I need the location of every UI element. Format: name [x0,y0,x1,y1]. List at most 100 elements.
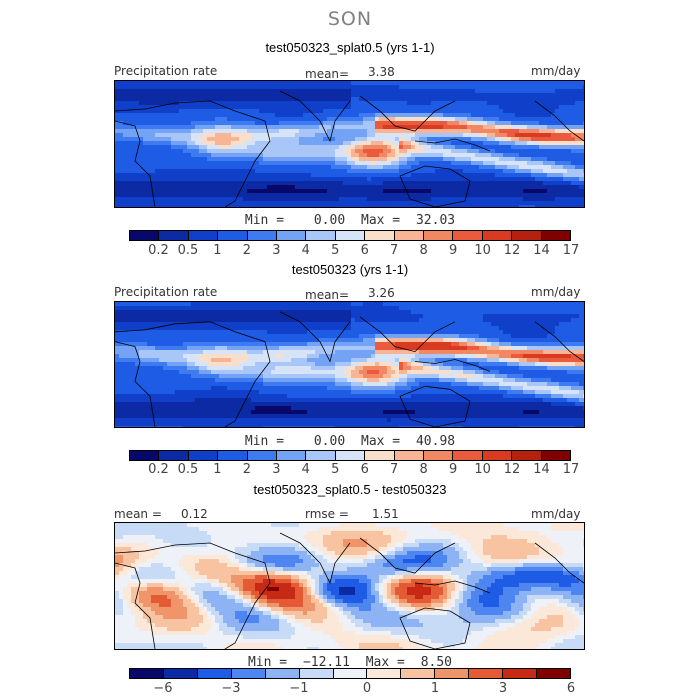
map-cell [307,193,312,198]
map-cell [471,185,476,190]
map-cell [267,181,272,186]
map-cell [559,145,564,150]
map-cell [523,121,528,126]
map-cell [175,173,180,178]
map-cell [455,85,460,90]
map-cell [535,302,540,307]
map-cell [579,133,584,138]
map-cell [347,185,352,190]
map-cell [387,322,392,327]
map-cell [555,97,560,102]
map-cell [539,306,544,311]
map-cell [323,173,328,178]
map-cell [123,322,128,327]
map-cell [287,302,292,307]
map-cell [523,81,528,86]
map-cell [219,145,224,150]
map-cell [191,141,196,146]
map-cell [375,113,380,118]
map-cell [287,197,292,202]
map-cell [135,310,140,315]
map-cell [471,145,476,150]
map-cell [191,129,196,134]
map-cell [147,185,152,190]
map-cell [483,334,488,339]
map-cell [527,302,532,307]
map-cell [283,306,288,311]
map-cell [299,314,304,319]
map-cell [315,149,320,154]
map-cell [579,113,584,118]
map-cell [315,201,320,206]
map-cell [151,189,156,194]
map-cell [571,149,576,154]
map-cell [583,125,584,130]
map-cell [511,173,516,178]
map-cell [519,149,524,154]
map-cell [167,89,172,94]
map-cell [115,189,120,194]
map-cell [483,201,488,206]
map-cell [347,302,352,307]
map-cell [399,310,404,315]
map-cell [483,97,488,102]
map-cell [387,105,392,110]
map-cell [335,322,340,327]
map-cell [407,121,412,126]
map-cell [319,173,324,178]
map-cell [479,177,484,182]
map-cell [299,145,304,150]
map-cell [487,105,492,110]
map-cell [263,185,268,190]
map-cell [535,314,540,319]
map-cell [291,189,296,194]
map-cell [131,89,136,94]
map-cell [379,121,384,126]
map-cell [159,197,164,202]
map-cell [151,201,156,206]
map-cell [211,302,216,307]
map-cell [355,173,360,178]
map-cell [311,93,316,98]
map-cell [287,205,292,207]
map-cell [491,165,496,170]
map-cell [435,322,440,327]
map-cell [263,193,268,198]
map-cell [235,141,240,146]
map-cell [427,85,432,90]
map-cell [355,314,360,319]
map-cell [263,177,268,182]
map-cell [199,141,204,146]
map-cell [127,169,132,174]
map-cell [503,161,508,166]
map-cell [455,197,460,202]
map-cell [411,302,416,307]
map-cell [519,109,524,114]
map-cell [487,322,492,327]
map-cell [531,125,536,130]
map-cell [367,81,372,86]
map-cell [243,197,248,202]
map-cell [351,149,356,154]
map-cell [559,113,564,118]
map-cell [155,125,160,130]
map-cell [279,85,284,90]
map-cell [555,153,560,158]
map-cell [243,153,248,158]
map-cell [231,125,236,130]
map-cell [443,145,448,150]
map-cell [403,165,408,170]
map-cell [499,334,504,339]
map-cell [219,173,224,178]
map-cell [403,129,408,134]
map-cell [327,177,332,182]
map-cell [163,93,168,98]
map-cell [279,125,284,130]
map-cell [519,197,524,202]
map-cell [307,318,312,323]
map-cell [319,105,324,110]
map-cell [515,185,520,190]
map-cell [151,165,156,170]
map-cell [147,205,152,207]
map-cell [203,318,208,323]
